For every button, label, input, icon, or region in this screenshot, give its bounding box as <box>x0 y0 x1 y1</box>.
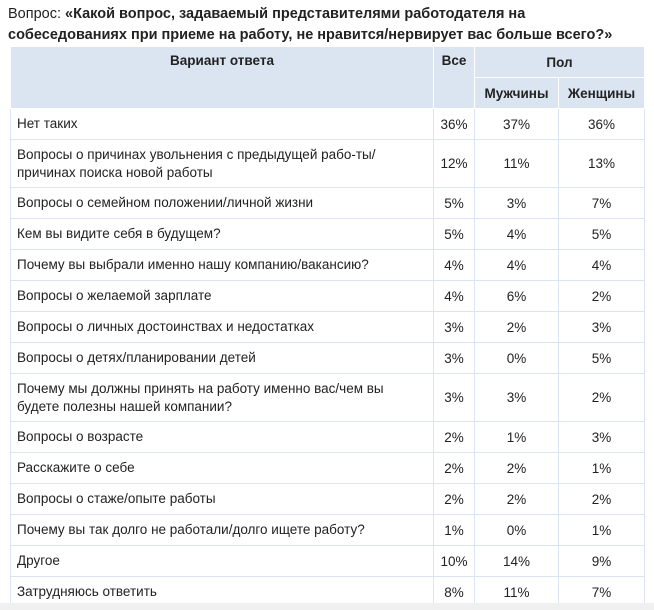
header-answer: Вариант ответа <box>10 46 434 109</box>
page-bottom-strip <box>0 603 654 610</box>
women-cell: 13% <box>557 139 646 188</box>
all-cell: 5% <box>433 218 475 250</box>
men-cell: 4% <box>474 218 559 250</box>
women-cell: 4% <box>557 249 646 281</box>
answer-cell: Вопросы о возрасте <box>10 421 434 453</box>
answer-cell: Вопросы о детях/планировании детей <box>10 342 434 374</box>
all-cell: 5% <box>433 187 475 219</box>
answer-cell: Кем вы видите себя в будущем? <box>10 218 434 250</box>
all-cell: 3% <box>433 373 475 422</box>
women-cell: 36% <box>557 108 646 140</box>
all-cell: 3% <box>433 311 475 343</box>
table-row: Вопросы о личных достоинствах и недостат… <box>10 311 646 343</box>
men-cell: 6% <box>474 280 559 312</box>
header-men: Мужчины <box>474 77 559 109</box>
women-cell: 3% <box>557 421 646 453</box>
answer-cell: Расскажите о себе <box>10 452 434 484</box>
men-cell: 4% <box>474 249 559 281</box>
answer-cell: Вопросы о личных достоинствах и недостат… <box>10 311 434 343</box>
all-cell: 2% <box>433 483 475 515</box>
women-cell: 2% <box>557 280 646 312</box>
header-all: Все <box>433 46 475 109</box>
men-cell: 11% <box>474 139 559 188</box>
answer-cell: Почему вы так долго не работали/долго ищ… <box>10 514 434 546</box>
table-row: Другое 10% 14% 9% <box>10 545 646 577</box>
answer-cell: Почему мы должны принять на работу именн… <box>10 373 434 422</box>
all-cell: 3% <box>433 342 475 374</box>
all-cell: 2% <box>433 421 475 453</box>
men-cell: 3% <box>474 187 559 219</box>
women-cell: 3% <box>557 311 646 343</box>
men-cell: 2% <box>474 483 559 515</box>
table-row: Почему мы должны принять на работу именн… <box>10 373 646 422</box>
header-gender: Пол <box>473 46 646 78</box>
women-cell: 2% <box>557 483 646 515</box>
table-row: Затрудняюсь ответить 8% 11% 7% <box>10 576 646 608</box>
men-cell: 37% <box>474 108 559 140</box>
table-row: Нет таких 36% 37% 36% <box>10 108 646 140</box>
women-cell: 7% <box>557 576 646 608</box>
all-cell: 1% <box>433 514 475 546</box>
women-cell: 2% <box>557 373 646 422</box>
answer-cell: Вопросы о желаемой зарплате <box>10 280 434 312</box>
men-cell: 0% <box>474 342 559 374</box>
all-cell: 8% <box>433 576 475 608</box>
results-table: Вариант ответа Все Пол Мужчины Женщины Н… <box>10 46 646 608</box>
all-cell: 12% <box>433 139 475 188</box>
men-cell: 3% <box>474 373 559 422</box>
table-row: Вопросы о семейном положении/личной жизн… <box>10 187 646 219</box>
table-row: Почему вы выбрали именно нашу компанию/в… <box>10 249 646 281</box>
table-row: Расскажите о себе 2% 2% 1% <box>10 452 646 484</box>
answer-cell: Нет таких <box>10 108 434 140</box>
answer-cell: Другое <box>10 545 434 577</box>
all-cell: 2% <box>433 452 475 484</box>
men-cell: 1% <box>474 421 559 453</box>
answer-cell: Вопросы о семейном положении/личной жизн… <box>10 187 434 219</box>
women-cell: 5% <box>557 218 646 250</box>
women-cell: 1% <box>557 452 646 484</box>
answer-cell: Вопросы о причинах увольнения с предыдущ… <box>10 139 434 188</box>
answer-cell: Почему вы выбрали именно нашу компанию/в… <box>10 249 434 281</box>
answer-cell: Затрудняюсь ответить <box>10 576 434 608</box>
table-row: Почему вы так долго не работали/долго ищ… <box>10 514 646 546</box>
question-label: Вопрос: <box>8 6 61 22</box>
all-cell: 10% <box>433 545 475 577</box>
answer-cell: Вопросы о стаже/опыте работы <box>10 483 434 515</box>
table-row: Вопросы о детях/планировании детей 3% 0% 5% <box>10 342 646 374</box>
header-women: Женщины <box>557 77 646 109</box>
women-cell: 7% <box>557 187 646 219</box>
table-row: Вопросы о возрасте 2% 1% 3% <box>10 421 646 453</box>
men-cell: 2% <box>474 311 559 343</box>
all-cell: 4% <box>433 280 475 312</box>
men-cell: 2% <box>474 452 559 484</box>
table-row: Вопросы о желаемой зарплате 4% 6% 2% <box>10 280 646 312</box>
table-row: Кем вы видите себя в будущем? 5% 4% 5% <box>10 218 646 250</box>
men-cell: 0% <box>474 514 559 546</box>
women-cell: 9% <box>557 545 646 577</box>
all-cell: 4% <box>433 249 475 281</box>
men-cell: 14% <box>474 545 559 577</box>
women-cell: 1% <box>557 514 646 546</box>
all-cell: 36% <box>433 108 475 140</box>
table-row: Вопросы о причинах увольнения с предыдущ… <box>10 139 646 188</box>
women-cell: 5% <box>557 342 646 374</box>
survey-question: Вопрос: «Какой вопрос, задаваемый предст… <box>8 4 648 46</box>
table-row: Вопросы о стаже/опыте работы 2% 2% 2% <box>10 483 646 515</box>
question-text: «Какой вопрос, задаваемый представителям… <box>8 6 613 43</box>
